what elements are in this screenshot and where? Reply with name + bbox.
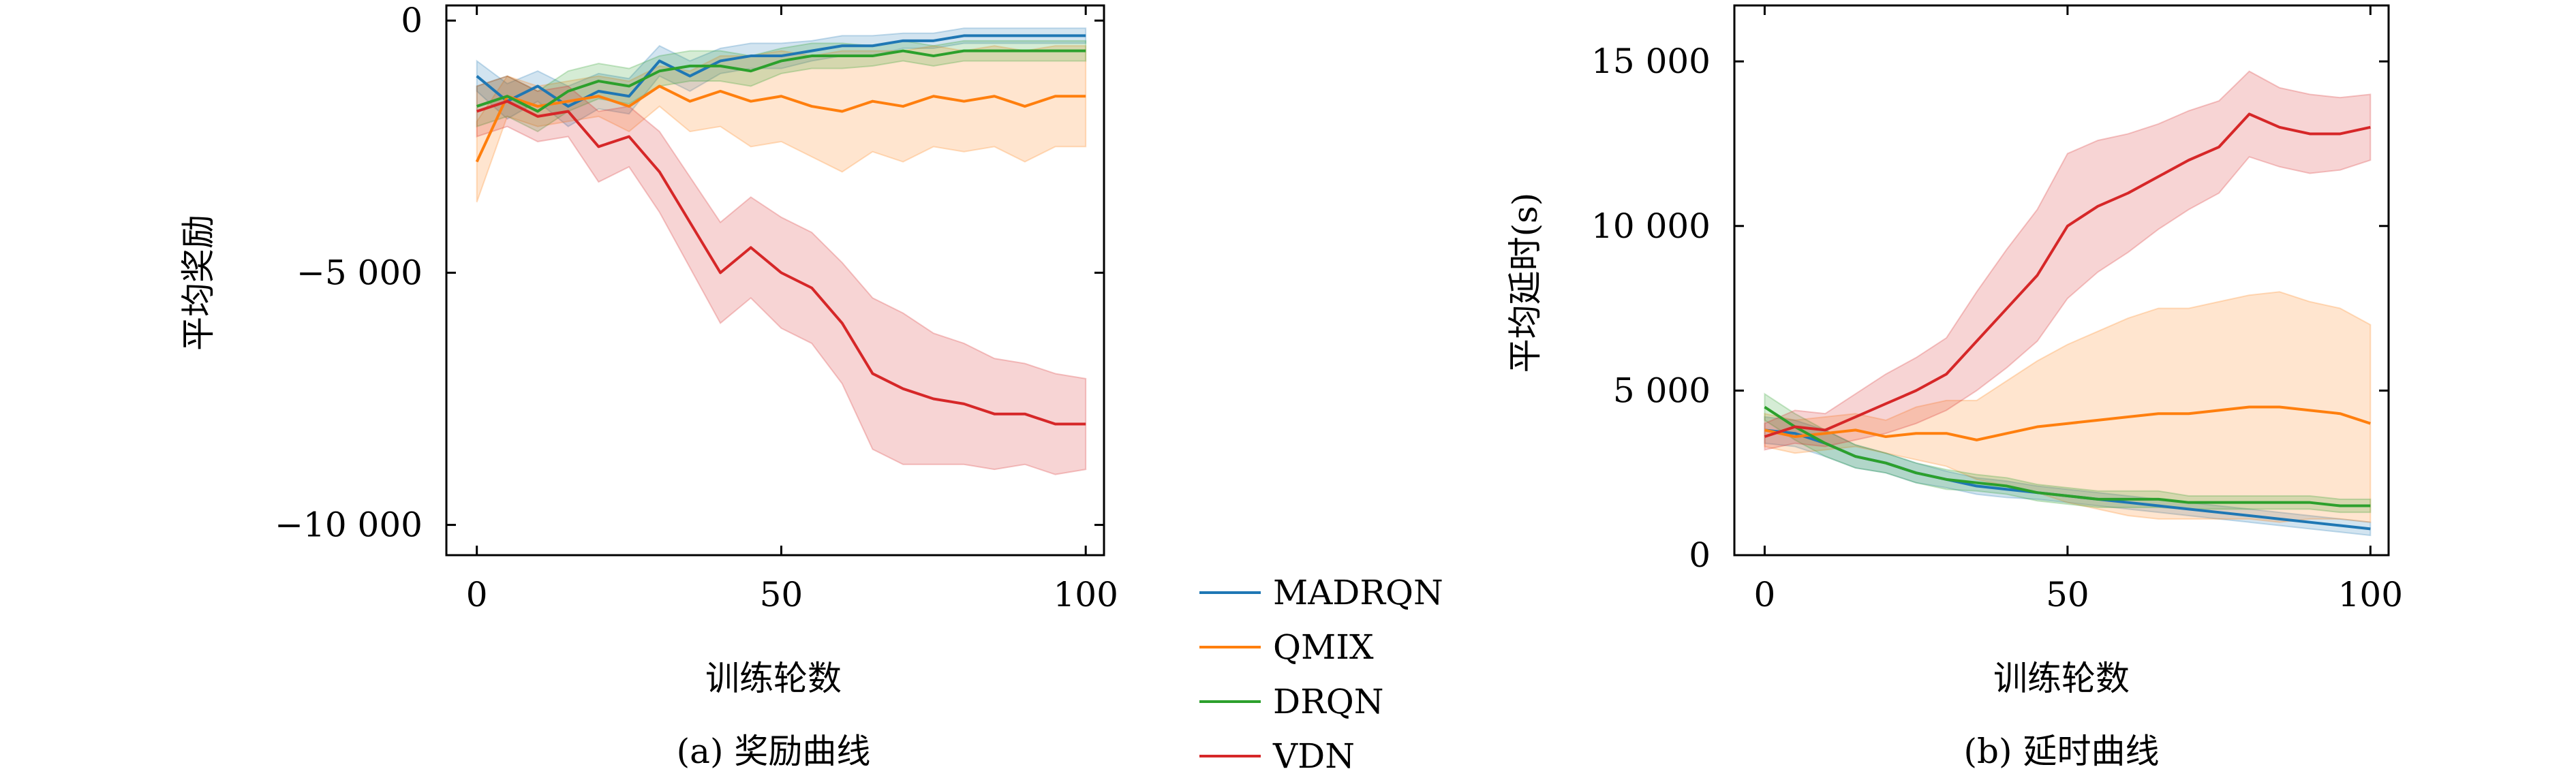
- latency-xtick-label: 0: [1754, 575, 1776, 614]
- latency-caption: (b) 延时曲线: [1964, 732, 2160, 771]
- latency-ytick-label: 5 000: [1613, 371, 1711, 410]
- reward-ytick-label: −5 000: [296, 253, 423, 292]
- latency-ytick-label: 15 000: [1591, 42, 1711, 81]
- latency-ylabel: 平均延时(s): [1505, 193, 1545, 373]
- latency-chart-panel: 平均延时(s) 训练轮数 (b) 延时曲线 0 50 100 0 5 000 10 000…: [1505, 5, 2403, 771]
- latency-xlabel: 训练轮数: [1993, 659, 2130, 698]
- reward-ytick-label: −10 000: [275, 505, 423, 545]
- latency-xtick-label: 50: [2046, 575, 2089, 614]
- reward-chart-panel: 平均奖励 训练轮数 (a) 奖励曲线 0 50 100 0 −5 000 −10 000: [179, 1, 1118, 771]
- reward-ylabel: 平均奖励: [179, 215, 218, 351]
- latency-xtick-label: 100: [2338, 575, 2403, 614]
- reward-xtick-label: 0: [466, 575, 488, 614]
- reward-plot-area: [477, 28, 1086, 474]
- reward-xlabel: 训练轮数: [705, 659, 842, 698]
- latency-ytick-label: 10 000: [1591, 206, 1711, 246]
- legend-label-qmix: QMIX: [1273, 627, 1374, 667]
- legend-label-drqn: DRQN: [1273, 682, 1383, 721]
- legend-label-vdn: VDN: [1272, 736, 1355, 776]
- legend: MADRQN QMIX DRQN VDN: [1199, 573, 1443, 776]
- latency-plot-area: [1764, 72, 2370, 535]
- reward-caption: (a) 奖励曲线: [677, 732, 871, 771]
- reward-xtick-label: 50: [760, 575, 803, 614]
- reward-xtick-label: 100: [1053, 575, 1118, 614]
- legend-label-madrqn: MADRQN: [1273, 573, 1443, 612]
- reward-ytick-label: 0: [401, 1, 423, 40]
- latency-ytick-label: 0: [1689, 535, 1711, 575]
